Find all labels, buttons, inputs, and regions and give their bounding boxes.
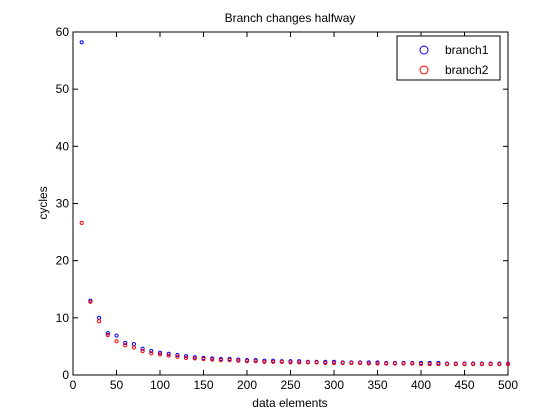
y-axis-ticks: 0 10 20 30 40 50 60 [56,25,508,382]
y-tick-label: 60 [56,25,70,39]
data-point-branch2 [366,361,371,366]
y-tick-label: 10 [56,311,70,325]
data-point-branch2 [349,360,354,366]
data-point-branch2 [253,359,258,364]
data-point-branch2 [279,359,284,364]
data-point-branch2 [271,359,276,364]
x-tick-label: 300 [324,378,344,392]
data-point-branch2 [427,362,432,367]
data-point-branch2 [210,357,215,362]
y-axis-label: cycles [36,186,50,219]
y-tick-label: 50 [56,82,70,96]
data-point-branch1 [175,352,180,358]
y-tick-label: 40 [56,139,70,153]
data-point-branch1 [184,354,189,359]
data-point-branch2 [175,354,180,359]
data-point-branch2 [88,299,93,304]
legend: branch1 branch2 [396,35,501,81]
data-point-branch1 [157,350,163,355]
legend-label-branch2: branch2 [445,63,489,77]
data-point-branch2 [471,362,476,367]
data-point-branch2 [375,361,380,366]
data-point-branch2 [505,362,511,367]
data-point-branch2 [323,360,328,366]
x-tick-label: 50 [110,378,124,392]
data-point-branch1 [79,40,84,45]
data-point-branch2 [105,332,110,338]
data-point-branch2 [114,339,119,344]
y-tick-label: 0 [62,368,69,382]
x-axis-ticks: 0 50 100 150 200 250 300 350 400 450 500 [70,32,518,392]
data-point-branch2 [297,360,302,365]
data-point-branch2 [314,360,319,365]
data-point-branch2 [358,360,363,366]
data-point-branch2 [227,358,232,363]
data-point-branch2 [331,360,337,366]
data-point-branch2 [79,220,84,226]
data-point-branch1 [123,340,128,346]
data-point-branch2 [262,359,267,364]
data-point-branch2 [218,358,223,363]
data-point-branch2 [288,360,293,365]
legend-label-branch1: branch1 [445,43,489,57]
x-tick-label: 500 [498,378,518,392]
data-point-branch1 [105,331,110,336]
data-point-branch2 [201,356,206,362]
x-tick-label: 200 [237,378,257,392]
data-point-branch2 [131,345,136,350]
data-point-branch2 [340,360,345,366]
data-point-branch1 [149,348,154,354]
x-tick-label: 250 [280,378,300,392]
data-point-branch2 [479,362,484,367]
data-point-branch2 [401,361,406,366]
data-point-branch2 [236,358,241,363]
x-tick-label: 0 [70,378,77,392]
y-tick-label: 20 [56,254,70,268]
data-point-branch2 [184,355,189,360]
data-point-branch1 [114,333,119,338]
data-point-branch2 [97,319,102,324]
data-point-branch2 [244,359,250,364]
data-point-branch1 [140,346,145,351]
legend-marker-branch2 [419,65,429,75]
data-point-branch2 [436,362,441,367]
data-point-branch2 [192,356,197,361]
data-point-branch2 [453,362,458,367]
data-points [79,40,511,367]
data-point-branch2 [410,361,415,366]
data-point-branch2 [140,348,145,354]
x-tick-label: 100 [150,378,170,392]
x-tick-label: 400 [411,378,431,392]
axes-box [72,31,509,376]
data-point-branch2 [392,361,397,366]
data-point-branch2 [305,360,310,365]
data-point-branch2 [384,361,389,366]
x-tick-label: 150 [193,378,213,392]
y-tick-label: 30 [56,197,70,211]
plot-area [72,31,509,376]
data-point-branch2 [123,343,128,348]
data-point-branch1 [166,351,171,356]
legend-marker-branch1 [419,45,429,55]
x-tick-label: 350 [367,378,387,392]
data-point-branch2 [488,362,493,367]
x-tick-label: 450 [454,378,474,392]
data-point-branch2 [418,362,424,367]
data-point-branch2 [157,352,163,357]
data-point-branch2 [149,351,154,356]
data-point-branch2 [445,362,450,367]
legend-box [396,35,501,81]
chart-title: Branch changes halfway [225,11,356,25]
x-axis-label: data elements [252,396,327,410]
data-point-branch2 [166,353,171,358]
data-point-branch2 [462,362,467,367]
data-point-branch2 [497,362,502,367]
